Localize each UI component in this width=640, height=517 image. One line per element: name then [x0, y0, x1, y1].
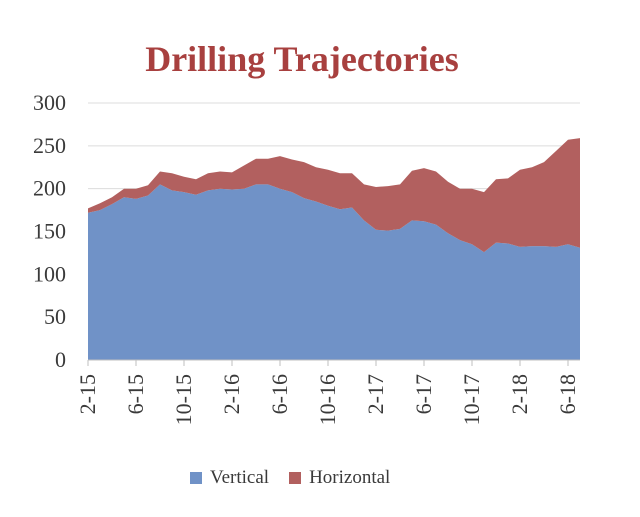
y-tick-label: 300 [33, 90, 66, 115]
legend-item-horizontal: Horizontal [289, 467, 390, 489]
y-tick-label: 150 [33, 219, 66, 244]
x-axis-ticks: 2-15 6-15 10-15 2-16 6-16 10-16 2-17 6-17 10-17 2… [75, 360, 580, 425]
x-tick-label: 6-15 [123, 374, 148, 414]
area-vertical [88, 184, 580, 360]
y-axis-ticks: 0 50 100 150 200 250 300 [33, 90, 66, 372]
x-tick-label: 10-17 [459, 374, 484, 425]
legend-label-horizontal: Horizontal [309, 467, 391, 488]
legend: Vertical Horizontal [190, 466, 410, 490]
y-tick-label: 250 [33, 133, 66, 158]
legend-label-vertical: Vertical [210, 467, 270, 488]
y-tick-label: 100 [33, 261, 66, 286]
x-tick-label: 2-16 [219, 374, 244, 414]
chart-title: Drilling Trajectories [145, 39, 459, 79]
x-tick-label: 6-16 [267, 374, 292, 414]
x-tick-label: 2-15 [75, 374, 100, 414]
x-tick-label: 6-17 [411, 374, 436, 414]
area-horizontal [88, 138, 580, 253]
x-tick-label: 2-18 [507, 374, 532, 414]
x-tick-label: 10-16 [315, 374, 340, 425]
x-tick-label: 6-18 [555, 374, 580, 414]
legend-item-vertical: Vertical [190, 467, 269, 489]
legend-swatch-horizontal [289, 472, 302, 484]
y-tick-label: 0 [55, 347, 66, 372]
x-tick-label: 10-15 [171, 374, 196, 425]
x-tick-label: 2-17 [363, 374, 388, 414]
y-tick-label: 50 [44, 304, 66, 329]
legend-swatch-vertical [190, 472, 202, 484]
area-series [88, 138, 580, 360]
y-tick-label: 200 [33, 176, 66, 201]
